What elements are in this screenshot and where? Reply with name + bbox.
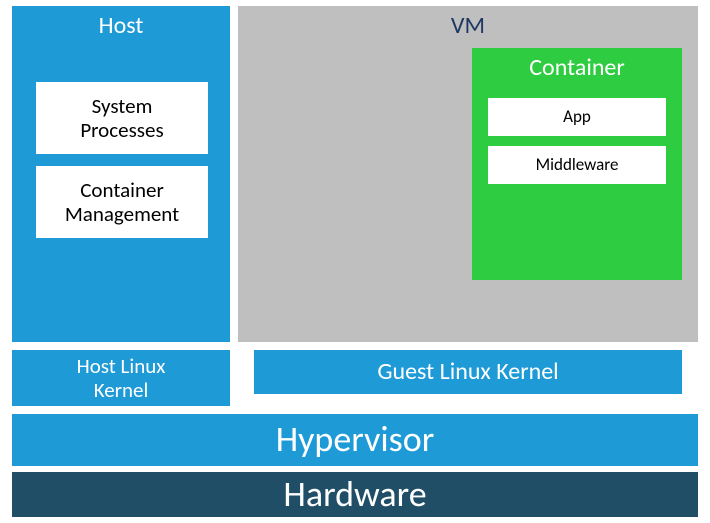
system-processes-label: System Processes (80, 94, 163, 142)
vm-label: VM (451, 12, 485, 40)
app-block: App (488, 98, 666, 136)
container-management-block: Container Management (36, 166, 208, 238)
system-processes-block: System Processes (36, 82, 208, 154)
hardware-label: Hardware (283, 474, 426, 515)
hypervisor-label: Hypervisor (276, 419, 435, 460)
hardware-block: Hardware (12, 472, 698, 517)
middleware-block: Middleware (488, 146, 666, 184)
middleware-label: Middleware (536, 155, 619, 175)
guest-kernel-block: Guest Linux Kernel (254, 350, 682, 394)
container-label: Container (529, 54, 625, 82)
container-management-label: Container Management (65, 178, 179, 226)
host-kernel-label: Host Linux Kernel (77, 354, 166, 402)
architecture-diagram: Host System Processes Container Manageme… (12, 6, 698, 517)
app-label: App (563, 107, 591, 127)
host-label: Host (99, 12, 144, 40)
host-kernel-block: Host Linux Kernel (12, 350, 230, 406)
hypervisor-block: Hypervisor (12, 414, 698, 466)
guest-kernel-label: Guest Linux Kernel (377, 358, 558, 386)
